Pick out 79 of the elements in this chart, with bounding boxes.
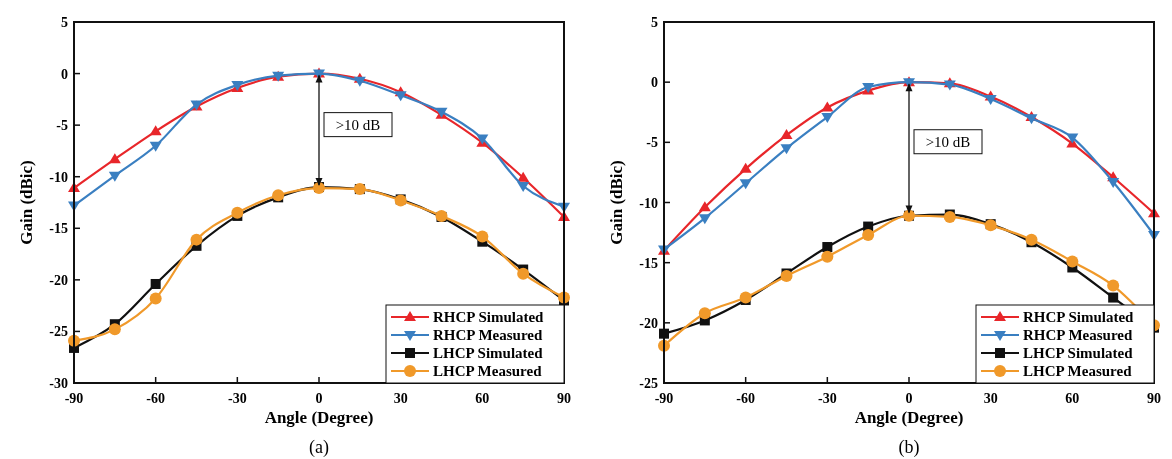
point [821,101,834,112]
x-tick-label: -90 [654,391,674,406]
y-axis-title: Gain (dBic) [17,160,36,245]
x-tick-label: -60 [736,391,755,406]
legend-label: RHCP Simulated [433,309,545,325]
legend-label: RHCP Simulated [1023,309,1135,325]
x-tick-label: -30 [228,391,247,406]
point [517,171,530,182]
y-tick-label: -30 [49,376,68,391]
y-tick-label: -20 [639,315,658,331]
y-tick-label: -25 [49,324,68,340]
legend-label: RHCP Measured [433,327,543,343]
point [231,206,244,219]
point [108,153,121,164]
point [108,171,121,182]
point [1025,233,1038,246]
point [984,95,997,106]
point [149,292,162,305]
x-axis-title: Angle (Degree) [854,408,964,427]
legend-label: LHCP Simulated [1023,345,1134,361]
legend-label: RHCP Measured [1023,327,1133,343]
point [1107,279,1120,292]
text: (a) [309,437,329,458]
legend-label: LHCP Measured [433,363,543,379]
point [517,267,530,280]
y-tick-label: 0 [651,75,658,91]
point [780,144,793,155]
point [108,323,121,336]
point [862,228,875,241]
point [150,278,161,289]
x-tick-label: 90 [557,391,571,406]
annotation: >10 dB [925,133,971,150]
x-tick-label: 90 [1147,391,1161,406]
point [1066,255,1079,268]
point [517,182,530,192]
y-tick-label: -20 [49,272,68,288]
x-tick-label: 30 [393,391,408,406]
y-tick-label: -5 [56,118,68,134]
point [1107,178,1120,189]
x-tick-label: 60 [475,391,490,406]
point [394,91,407,102]
point [822,242,833,253]
point [698,201,711,212]
text: (b) [898,437,920,458]
annotation: >10 dB [335,116,381,133]
point [1108,292,1119,303]
x-tick-label: -90 [64,391,84,406]
point [1066,133,1079,144]
y-tick-label: -10 [639,195,658,211]
y-tick-label: -15 [49,221,68,237]
x-tick-label: 0 [315,391,323,406]
y-tick-label: -10 [49,169,68,185]
y-tick-label: 0 [61,66,68,82]
x-axis-title: Angle (Degree) [264,408,374,427]
y-tick-label: -25 [639,376,658,391]
legend-label: LHCP Simulated [433,345,544,361]
point [353,76,366,87]
y-tick-label: 5 [61,15,68,30]
point [149,141,162,152]
point [698,307,711,320]
legend-label: LHCP Measured [1023,363,1133,379]
point [739,162,752,173]
point [821,250,834,263]
point [476,230,489,243]
point [780,129,793,140]
y-tick-label: -5 [646,135,658,151]
x-tick-label: 60 [1065,391,1080,406]
y-tick-label: -15 [639,255,658,271]
y-axis-title: Gain (dBic) [607,160,626,245]
x-tick-label: -60 [146,391,165,406]
x-tick-label: 30 [983,391,998,406]
point [698,214,711,225]
y-tick-label: 5 [651,15,658,30]
point [149,125,162,136]
point [190,233,203,246]
x-tick-label: -30 [818,391,837,406]
point [739,179,752,190]
point [821,113,834,124]
x-tick-label: 0 [905,391,913,406]
